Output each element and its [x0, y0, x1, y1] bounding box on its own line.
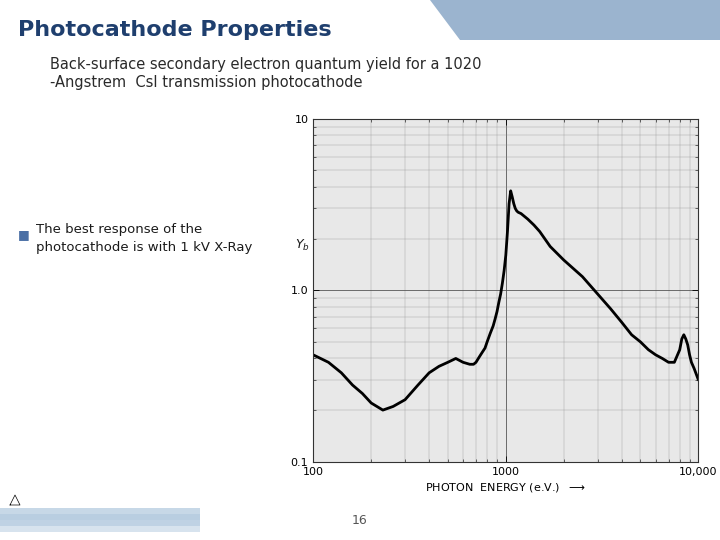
- Polygon shape: [0, 520, 200, 532]
- Text: -Angstrem  CsI transmission photocathode: -Angstrem CsI transmission photocathode: [50, 76, 362, 91]
- Text: The best response of the: The best response of the: [36, 224, 202, 237]
- Polygon shape: [430, 0, 720, 40]
- Text: 16: 16: [352, 514, 368, 526]
- Text: Back-surface secondary electron quantum yield for a 1020: Back-surface secondary electron quantum …: [50, 57, 482, 71]
- Polygon shape: [0, 514, 200, 526]
- Polygon shape: [0, 508, 200, 520]
- X-axis label: PHOTON  ENERGY (e.V.)  $\longrightarrow$: PHOTON ENERGY (e.V.) $\longrightarrow$: [426, 481, 586, 494]
- Text: photocathode is with 1 kV X-Ray: photocathode is with 1 kV X-Ray: [36, 241, 253, 254]
- Text: Photocathode Properties: Photocathode Properties: [18, 20, 332, 40]
- Text: $Y_b$: $Y_b$: [294, 238, 310, 253]
- Text: ■: ■: [18, 228, 30, 241]
